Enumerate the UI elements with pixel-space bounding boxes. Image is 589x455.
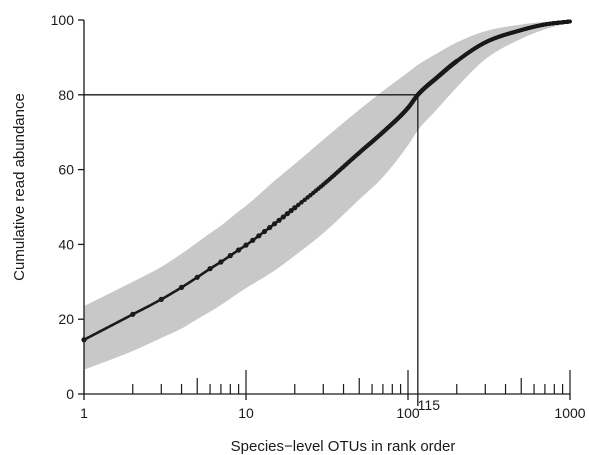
data-point	[218, 259, 224, 265]
data-point	[207, 266, 213, 272]
data-point	[296, 202, 301, 208]
data-point	[194, 274, 200, 280]
x-tick-label: 1	[80, 405, 88, 421]
y-tick-label: 20	[58, 311, 74, 327]
data-point	[292, 205, 298, 211]
x-tick-label: 1000	[554, 405, 585, 421]
y-tick-label: 100	[51, 12, 75, 28]
y-axis-label: Cumulative read abundance	[11, 93, 28, 281]
data-point	[280, 214, 286, 220]
data-point	[178, 284, 185, 291]
data-point	[158, 296, 164, 302]
x-tick-label: 10	[238, 405, 254, 421]
annotation-label: 115	[418, 397, 441, 413]
data-point	[302, 197, 307, 203]
confidence-band	[84, 20, 570, 370]
data-point	[235, 247, 242, 253]
data-point	[299, 200, 304, 205]
x-axis-label: Species−level OTUs in rank order	[231, 438, 456, 455]
x-tick-label: 100	[396, 405, 420, 421]
data-point	[284, 211, 290, 217]
data-point	[130, 311, 136, 317]
y-tick-label: 0	[66, 386, 74, 402]
data-point	[243, 242, 249, 248]
y-tick-label: 60	[58, 162, 74, 178]
data-point	[256, 233, 262, 239]
data-point	[267, 224, 273, 231]
data-point	[261, 228, 268, 235]
data-point	[250, 237, 256, 243]
y-tick-label: 80	[58, 87, 74, 103]
y-tick-label: 40	[58, 236, 74, 252]
data-point	[227, 253, 233, 259]
data-point	[276, 217, 282, 223]
data-point	[568, 19, 572, 24]
data-point	[271, 221, 278, 227]
data-point	[288, 208, 294, 214]
